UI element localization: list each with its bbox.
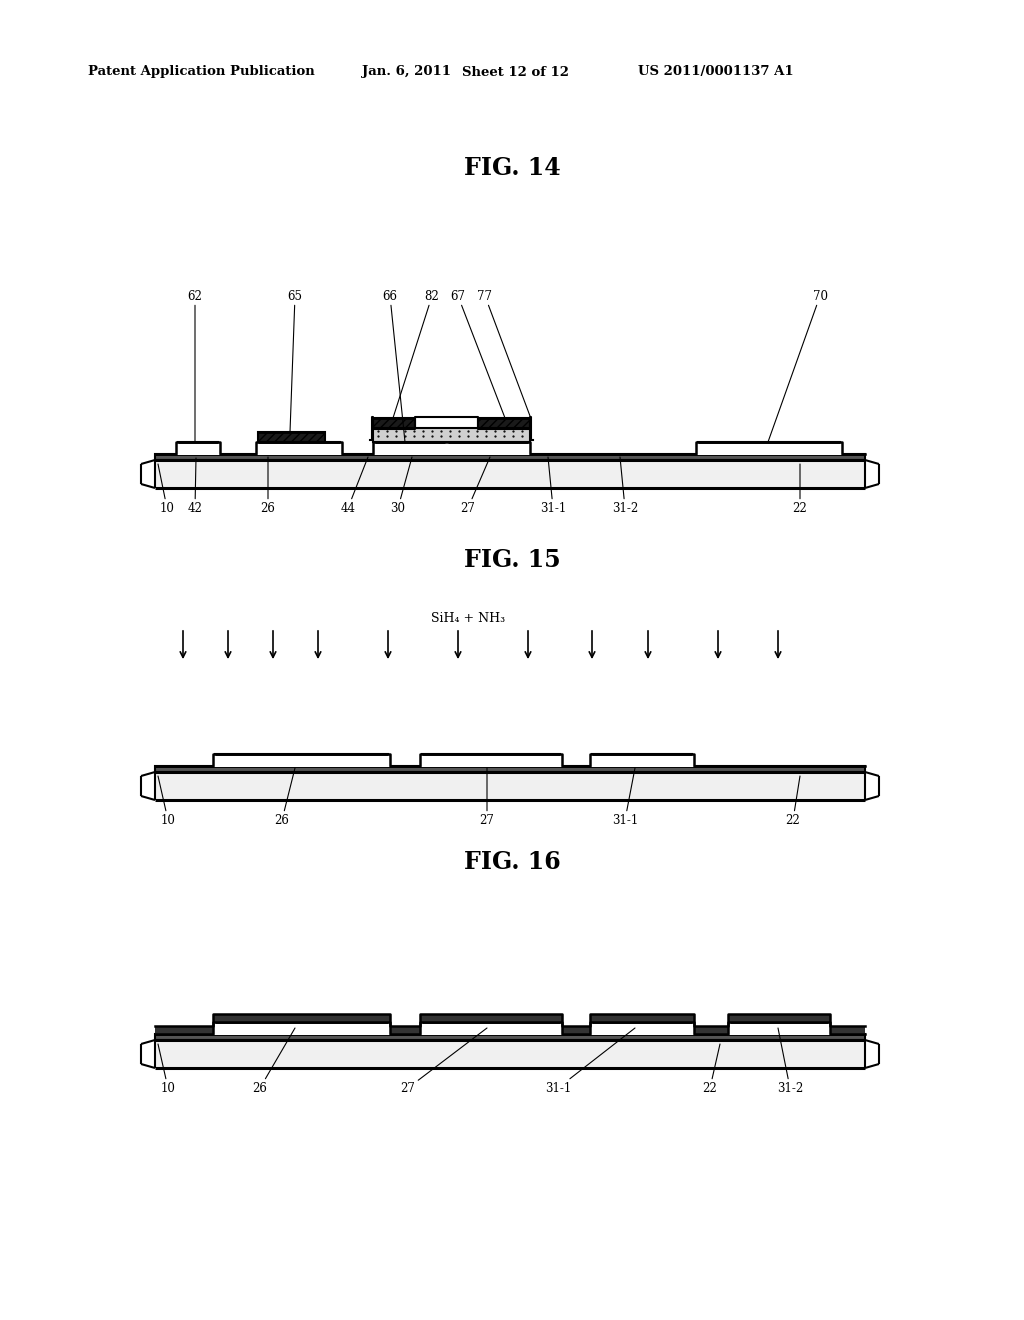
Bar — [258, 442, 340, 454]
Bar — [592, 1022, 692, 1034]
Text: 82: 82 — [393, 289, 439, 418]
Bar — [155, 1040, 865, 1068]
Text: 22: 22 — [785, 776, 801, 826]
Bar — [730, 1022, 828, 1034]
Text: 26: 26 — [274, 768, 295, 826]
Text: Sheet 12 of 12: Sheet 12 of 12 — [462, 66, 569, 78]
Bar — [698, 442, 840, 454]
Bar — [373, 418, 415, 428]
Text: 22: 22 — [702, 1044, 720, 1094]
Text: 26: 26 — [253, 1028, 295, 1094]
Text: 44: 44 — [341, 457, 368, 515]
Bar — [478, 418, 530, 428]
Text: 42: 42 — [187, 458, 203, 515]
Bar — [155, 459, 865, 488]
Bar — [592, 754, 692, 766]
Text: Jan. 6, 2011: Jan. 6, 2011 — [362, 66, 451, 78]
Text: 31-1: 31-1 — [545, 1028, 635, 1094]
Bar — [373, 428, 530, 442]
Text: 22: 22 — [793, 465, 807, 515]
Text: 66: 66 — [383, 289, 406, 442]
Text: Patent Application Publication: Patent Application Publication — [88, 66, 314, 78]
Bar — [449, 442, 528, 454]
Text: 62: 62 — [187, 289, 203, 442]
Text: 70: 70 — [768, 289, 827, 442]
Text: US 2011/0001137 A1: US 2011/0001137 A1 — [638, 66, 794, 78]
Text: 65: 65 — [288, 289, 302, 432]
Text: SiH₄ + NH₃: SiH₄ + NH₃ — [431, 611, 505, 624]
Bar — [155, 1034, 865, 1040]
Bar — [215, 754, 388, 766]
Text: 30: 30 — [390, 457, 412, 515]
Text: 31-1: 31-1 — [540, 457, 566, 515]
Text: 67: 67 — [451, 289, 505, 418]
Text: FIG. 16: FIG. 16 — [464, 850, 560, 874]
Text: 31-1: 31-1 — [612, 768, 638, 826]
Bar — [155, 772, 865, 800]
Polygon shape — [155, 754, 865, 767]
Text: 27: 27 — [479, 768, 495, 826]
Polygon shape — [155, 1014, 865, 1034]
Bar — [375, 442, 445, 454]
Bar — [258, 432, 325, 442]
Bar — [155, 766, 865, 772]
Bar — [422, 754, 560, 766]
Text: FIG. 14: FIG. 14 — [464, 156, 560, 180]
Polygon shape — [155, 442, 865, 455]
Bar — [422, 1022, 560, 1034]
Bar — [215, 1022, 388, 1034]
Text: FIG. 15: FIG. 15 — [464, 548, 560, 572]
Text: 10: 10 — [158, 465, 174, 515]
Text: 10: 10 — [158, 776, 175, 826]
Text: 27: 27 — [461, 457, 490, 515]
Bar — [178, 442, 218, 454]
Text: 31-2: 31-2 — [777, 1028, 803, 1094]
Text: 27: 27 — [400, 1028, 487, 1094]
Polygon shape — [155, 1022, 865, 1035]
Text: 10: 10 — [158, 1044, 175, 1094]
Text: 77: 77 — [477, 289, 530, 416]
Text: 26: 26 — [260, 457, 275, 515]
Bar — [155, 454, 865, 459]
Text: 31-2: 31-2 — [612, 457, 638, 515]
